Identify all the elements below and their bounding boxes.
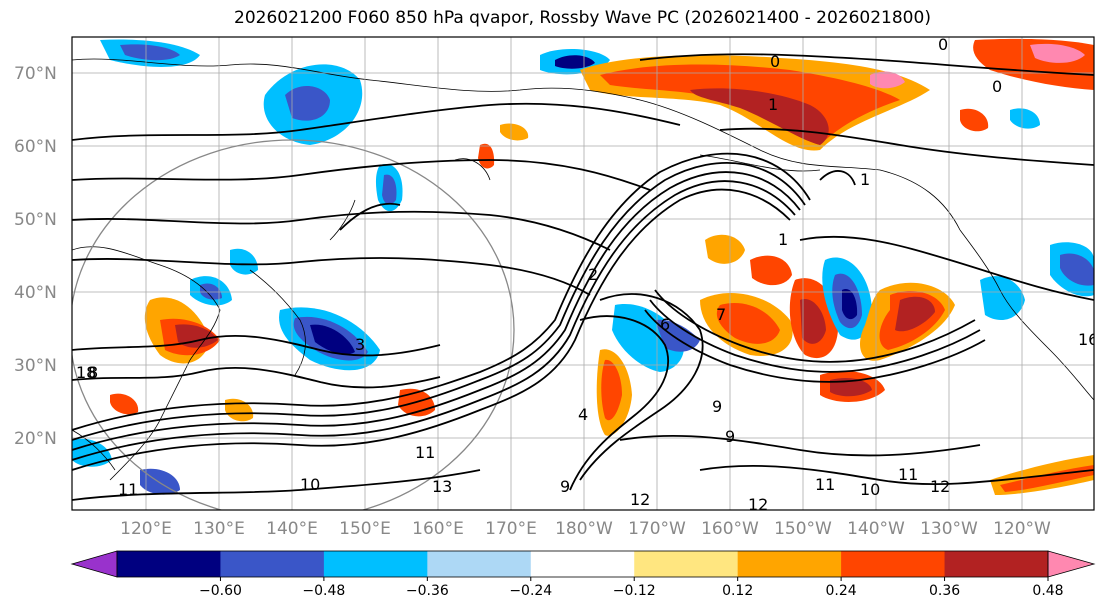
contour-label: 16 (1078, 330, 1098, 349)
colorbar-segment (944, 551, 1049, 577)
contour-label: 0 (992, 77, 1002, 96)
contour-label: 11 (118, 480, 138, 499)
contour-label: 1 (768, 95, 778, 114)
colorbar-segment (117, 551, 221, 577)
colorbar-segment (634, 551, 739, 577)
colorbar: −0.60 −0.48 −0.36 −0.24 −0.12 0.12 0.24 0.36 0.4… (70, 550, 1096, 599)
contour-label: 0 (938, 35, 948, 54)
colorbar-tick-label: 0.24 (826, 583, 857, 599)
contour-label: 2 (588, 265, 598, 284)
colorbar-frame (116, 550, 1049, 578)
contour-label: 11 (898, 465, 918, 484)
contour-label: 4 (578, 405, 588, 424)
contour-labels: 0 0 0 1 1 1 2 3 4 6 7 8 9 9 9 10 10 11 1… (76, 35, 1098, 514)
lon-label: 170°W (628, 519, 686, 539)
colorbar-segment (737, 551, 842, 577)
contour-label: 6 (660, 315, 670, 334)
colorbar-segment (841, 551, 946, 577)
lon-label: 120°W (993, 519, 1051, 539)
contour-label: 12 (930, 477, 950, 496)
contour-label: 18 (76, 363, 96, 382)
contour-label: 8 (88, 363, 98, 382)
contour-label: 3 (355, 335, 365, 354)
coastlines (72, 58, 1094, 481)
qvapor-contours (72, 53, 1094, 501)
lat-label: 30°N (14, 356, 57, 376)
lon-label: 180°W (555, 519, 613, 539)
map-frame (71, 36, 1095, 511)
lon-label: 160°W (701, 519, 759, 539)
contour-label: 1 (778, 230, 788, 249)
colorbar-segment (427, 551, 532, 577)
colorbar-tick-label: −0.24 (509, 583, 552, 599)
longitude-labels: 120°E 130°E 140°E 150°E 160°E 170°E 180°… (120, 519, 1051, 539)
contour-label: 1 (860, 170, 870, 189)
lon-label: 150°E (339, 519, 391, 539)
contour-label: 7 (716, 305, 726, 324)
lat-label: 40°N (14, 283, 57, 303)
colorbar-tick-label: −0.48 (302, 583, 345, 599)
lat-label: 70°N (14, 64, 57, 84)
contour-label: 9 (712, 397, 722, 416)
colorbar-tick-label: 0.48 (1032, 583, 1063, 599)
colorbar-extend-low (70, 550, 118, 578)
lat-label: 20°N (14, 429, 57, 449)
lon-label: 150°W (774, 519, 832, 539)
lon-label: 120°E (120, 519, 172, 539)
colorbar-extend-high (1047, 550, 1096, 578)
colorbar-segment (323, 551, 428, 577)
colorbar-tick-label: 0.36 (929, 583, 960, 599)
contour-label: 10 (860, 480, 880, 499)
lon-label: 170°E (485, 519, 537, 539)
contour-label: 9 (560, 477, 570, 496)
colorbar-tick-label: −0.60 (199, 583, 242, 599)
contour-label: 12 (748, 495, 768, 514)
colorbar-tick-label: −0.36 (406, 583, 449, 599)
contour-label: 11 (815, 475, 835, 494)
latitude-labels: 20°N 30°N 40°N 50°N 60°N 70°N (14, 64, 57, 449)
contour-label: 10 (300, 475, 320, 494)
lat-label: 50°N (14, 210, 57, 230)
colorbar-segment (220, 551, 325, 577)
colorbar-tick-label: −0.12 (613, 583, 656, 599)
contour-label: 0 (770, 52, 780, 71)
colorbar-segment (530, 551, 635, 577)
lat-label: 60°N (14, 137, 57, 157)
contour-label: 11 (415, 443, 435, 462)
lon-label: 130°W (920, 519, 978, 539)
contour-label: 9 (725, 427, 735, 446)
contour-label: 13 (432, 477, 452, 496)
lon-label: 140°E (266, 519, 318, 539)
lon-label: 130°E (193, 519, 245, 539)
lon-label: 160°E (412, 519, 464, 539)
map-title: 2026021200 F060 850 hPa qvapor, Rossby W… (234, 8, 931, 28)
colorbar-tick-label: 0.12 (722, 583, 753, 599)
lon-label: 140°W (847, 519, 905, 539)
region-circle (72, 139, 515, 510)
contour-label: 12 (630, 490, 650, 509)
map-area (72, 37, 1094, 510)
